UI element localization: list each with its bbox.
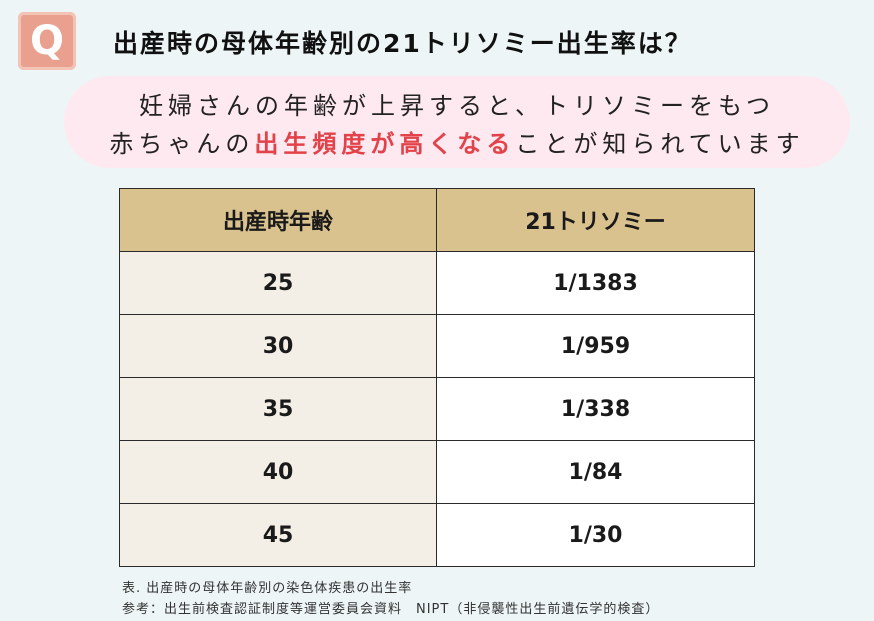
table-row: 35 1/338 [119, 377, 755, 441]
table-row: 30 1/959 [119, 314, 755, 378]
callout-highlight: 出生頻度が高くなる [254, 130, 516, 158]
table-caption: 表. 出産時の母体年齢別の染色体疾患の出生率 [122, 581, 413, 596]
age-cell: 35 [119, 377, 437, 441]
rate-cell: 1/959 [436, 314, 755, 378]
page-title: 出産時の母体年齢別の21トリソミー出生率は？ [113, 29, 692, 58]
trisomy-rate-table: 出産時年齢 21トリソミー 25 1/1383 30 1/959 35 1/33… [119, 188, 755, 567]
header-maternal-age: 出産時年齢 [119, 188, 437, 252]
age-cell: 30 [119, 314, 437, 378]
rate-cell: 1/84 [436, 440, 755, 504]
callout-line-2-post: ことが知られています [515, 130, 805, 158]
q-letter: Q [29, 18, 64, 64]
age-cell: 25 [119, 251, 437, 315]
callout-line-2-pre: 赤ちゃんの [109, 130, 255, 158]
rate-cell: 1/1383 [436, 251, 755, 315]
table-row: 45 1/30 [119, 503, 755, 567]
header-trisomy-21: 21トリソミー [436, 188, 755, 252]
answer-callout: 妊婦さんの年齢が上昇すると、トリソミーをもつ 赤ちゃんの出生頻度が高くなることが… [64, 76, 850, 168]
source-note: 参考：出生前検査認証制度等運営委員会資料 NIPT（非侵襲性出生前遺伝学的検査） [122, 602, 660, 617]
rate-cell: 1/338 [436, 377, 755, 441]
callout-line-1: 妊婦さんの年齢が上昇すると、トリソミーをもつ [138, 92, 776, 120]
callout-line-2: 赤ちゃんの出生頻度が高くなることが知られています [64, 124, 850, 159]
table-row: 40 1/84 [119, 440, 755, 504]
age-cell: 45 [119, 503, 437, 567]
table-header-row: 出産時年齢 21トリソミー [119, 188, 755, 252]
table-row: 25 1/1383 [119, 251, 755, 315]
age-cell: 40 [119, 440, 437, 504]
rate-cell: 1/30 [436, 503, 755, 567]
q-badge-icon: Q [18, 12, 76, 70]
